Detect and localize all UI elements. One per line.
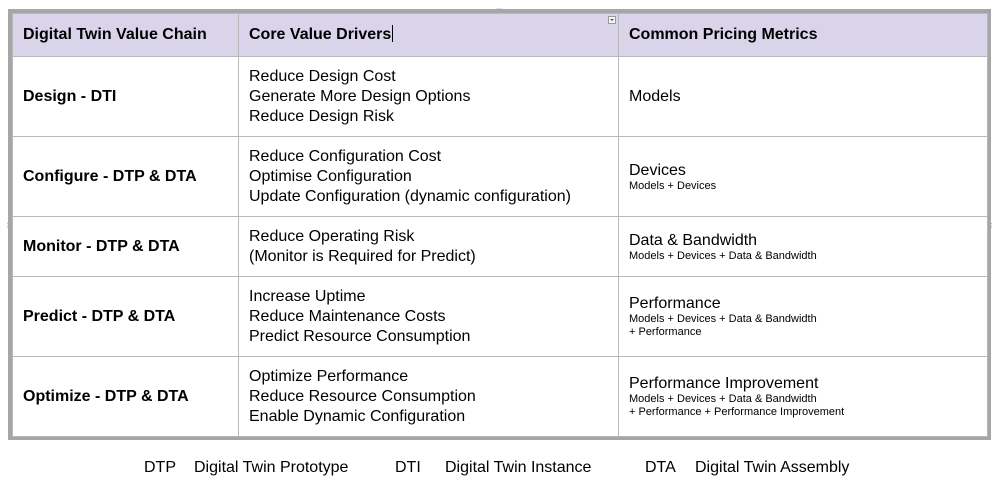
legend-abbr-dta: DTA	[645, 459, 676, 476]
metric-main: Performance	[629, 295, 721, 312]
header-label: Core Value Drivers	[249, 26, 392, 43]
stage-cell[interactable]: Design - DTI	[12, 56, 239, 137]
metrics-cell[interactable]: Data & Bandwidth Models + Devices + Data…	[618, 216, 988, 277]
legend-abbr-dti: DTI	[395, 459, 421, 476]
metric-detail: Models + Devices + Data & Bandwidth	[629, 313, 817, 325]
table-frame[interactable]: Digital Twin Value Chain Core Value Driv…	[8, 9, 991, 440]
stage-name: Design - DTI	[23, 87, 117, 105]
driver-line: Enable Dynamic Configuration	[249, 407, 466, 425]
header-value-chain[interactable]: Digital Twin Value Chain	[12, 13, 239, 57]
header-label: Common Pricing Metrics	[629, 26, 818, 43]
driver-line: Increase Uptime	[249, 287, 366, 305]
metrics-cell[interactable]: Performance Improvement Models + Devices…	[618, 356, 988, 437]
stage-name: Optimize - DTP & DTA	[23, 387, 189, 405]
legend-text-dtp: Digital Twin Prototype	[194, 459, 349, 476]
metric-detail: + Performance	[629, 326, 702, 338]
driver-line: (Monitor is Required for Predict)	[249, 247, 476, 265]
metric-main: Performance Improvement	[629, 375, 819, 392]
stage-cell[interactable]: Predict - DTP & DTA	[12, 276, 239, 357]
table-row: Optimize - DTP & DTA Optimize Performanc…	[12, 356, 988, 437]
drivers-cell[interactable]: Reduce Configuration Cost Optimise Confi…	[238, 136, 619, 217]
stage-cell[interactable]: Monitor - DTP & DTA	[12, 216, 239, 277]
metric-main: Data & Bandwidth	[629, 231, 758, 249]
driver-line: Reduce Configuration Cost	[249, 147, 442, 165]
header-pricing-metrics[interactable]: Common Pricing Metrics	[618, 13, 988, 57]
driver-line: Generate More Design Options	[249, 87, 471, 105]
header-core-value-drivers[interactable]: Core Value Drivers	[238, 13, 619, 57]
drivers-cell[interactable]: Increase Uptime Reduce Maintenance Costs…	[238, 276, 619, 357]
driver-line: Reduce Resource Consumption	[249, 387, 476, 405]
stage-name: Configure - DTP & DTA	[23, 167, 197, 185]
legend-text-dta: Digital Twin Assembly	[695, 459, 850, 476]
stage-cell[interactable]: Configure - DTP & DTA	[12, 136, 239, 217]
stage-cell[interactable]: Optimize - DTP & DTA	[12, 356, 239, 437]
drivers-cell[interactable]: Optimize Performance Reduce Resource Con…	[238, 356, 619, 437]
drivers-cell[interactable]: Reduce Operating Risk (Monitor is Requir…	[238, 216, 619, 277]
driver-line: Reduce Design Cost	[249, 67, 396, 85]
stage-name: Predict - DTP & DTA	[23, 307, 176, 325]
driver-line: Optimize Performance	[249, 367, 409, 385]
value-chain-table: Digital Twin Value Chain Core Value Driv…	[12, 13, 988, 437]
driver-line: Update Configuration (dynamic configurat…	[249, 187, 571, 205]
driver-line: Optimise Configuration	[249, 167, 412, 185]
metrics-cell[interactable]: Performance Models + Devices + Data & Ba…	[618, 276, 988, 357]
header-label: Digital Twin Value Chain	[23, 26, 207, 43]
metric-main: Devices	[629, 161, 686, 179]
metric-detail: Models + Devices + Data & Bandwidth	[629, 249, 817, 262]
driver-line: Reduce Operating Risk	[249, 227, 415, 245]
legend-text-dti: Digital Twin Instance	[445, 459, 592, 476]
table-row: Monitor - DTP & DTA Reduce Operating Ris…	[12, 216, 988, 277]
metric-main: Models	[629, 88, 681, 105]
driver-line: Predict Resource Consumption	[249, 327, 471, 345]
metric-detail: Models + Devices + Data & Bandwidth	[629, 393, 817, 405]
metric-detail: Models + Devices	[629, 179, 717, 192]
metric-detail: + Performance + Performance Improvement	[629, 406, 845, 418]
table-row: Design - DTI Reduce Design Cost Generate…	[12, 56, 988, 137]
metrics-cell[interactable]: Devices Models + Devices	[618, 136, 988, 217]
drivers-cell[interactable]: Reduce Design Cost Generate More Design …	[238, 56, 619, 137]
table-row: Configure - DTP & DTA Reduce Configurati…	[12, 136, 988, 217]
table-header-row: Digital Twin Value Chain Core Value Driv…	[12, 13, 988, 57]
driver-line: Reduce Design Risk	[249, 107, 394, 125]
text-cursor	[392, 25, 394, 42]
abbreviation-legend: DTP Digital Twin Prototype DTI Digital T…	[0, 457, 1000, 479]
stage-name: Monitor - DTP & DTA	[23, 237, 180, 255]
metrics-cell[interactable]: Models	[618, 56, 988, 137]
table-row: Predict - DTP & DTA Increase Uptime Redu…	[12, 276, 988, 357]
driver-line: Reduce Maintenance Costs	[249, 307, 446, 325]
column-dropdown-icon[interactable]	[608, 16, 616, 24]
legend-abbr-dtp: DTP	[144, 459, 176, 476]
